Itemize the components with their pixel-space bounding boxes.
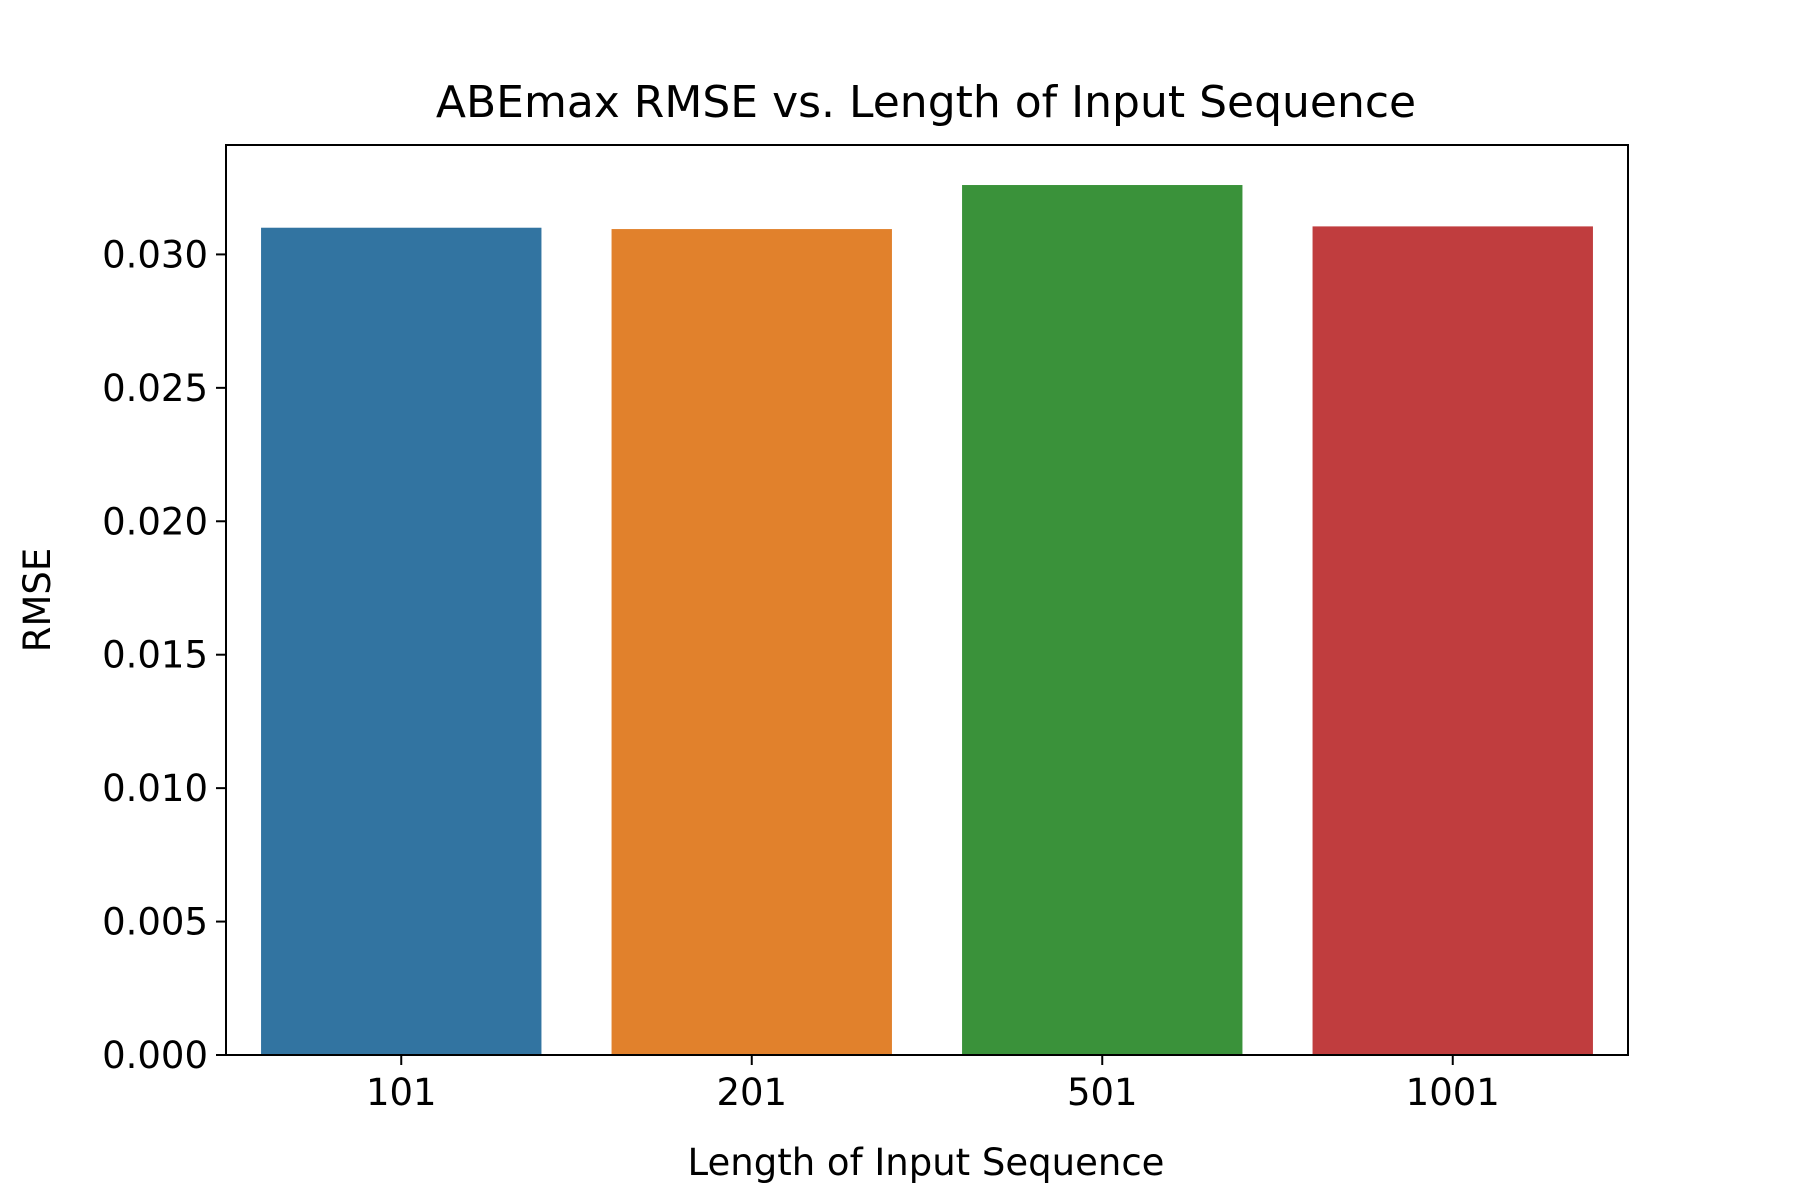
y-tick-label-0.010: 0.010 — [102, 767, 208, 810]
y-tick-label-0.030: 0.030 — [102, 233, 208, 276]
y-tick-label-0.005: 0.005 — [102, 901, 208, 944]
x-axis-ticks: 101 201 501 1001 — [366, 1055, 1500, 1114]
x-tick-label-1001: 1001 — [1406, 1071, 1500, 1114]
y-tick-label-0.000: 0.000 — [102, 1034, 208, 1077]
x-tick-label-501: 501 — [1067, 1071, 1138, 1114]
chart-title: ABEmax RMSE vs. Length of Input Sequence — [436, 77, 1416, 128]
x-tick-label-101: 101 — [366, 1071, 437, 1114]
y-tick-label-0.015: 0.015 — [102, 634, 208, 677]
bar-201 — [611, 229, 892, 1055]
y-tick-label-0.020: 0.020 — [102, 500, 208, 543]
x-tick-label-201: 201 — [716, 1071, 787, 1114]
bar-1001 — [1312, 226, 1593, 1056]
y-axis-label: RMSE — [16, 548, 59, 653]
bar-101 — [261, 227, 542, 1055]
bar-501 — [962, 185, 1243, 1056]
bars-group — [261, 185, 1593, 1056]
plot-frame — [225, 144, 1629, 1056]
y-tick-label-0.025: 0.025 — [102, 367, 208, 410]
x-axis-label: Length of Input Sequence — [688, 1141, 1165, 1184]
y-axis-ticks: 0.000 0.005 0.010 0.015 0.020 0.025 0.030 — [102, 233, 226, 1077]
